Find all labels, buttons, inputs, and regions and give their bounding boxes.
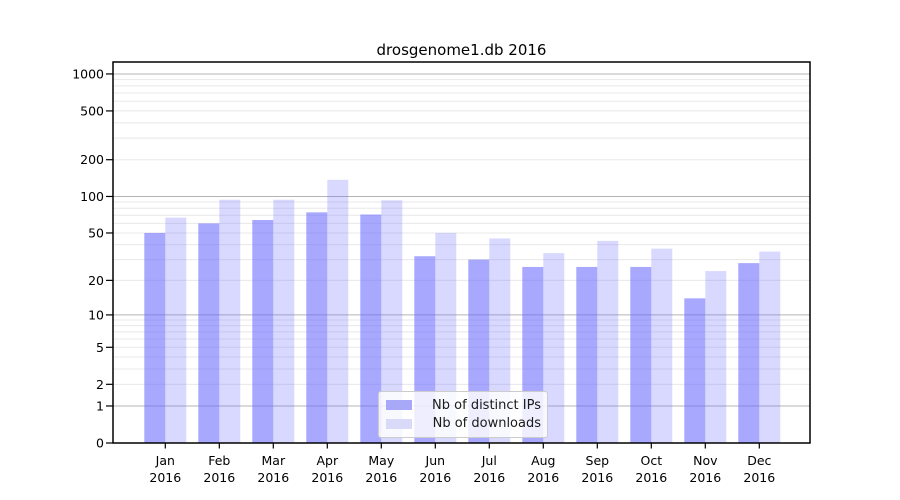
x-axis-month-label: Apr	[316, 453, 338, 468]
bar-distinct-ips-apr	[306, 212, 328, 443]
x-axis-month-label: Jul	[481, 453, 497, 468]
legend: Nb of distinct IPs Nb of downloads	[378, 391, 548, 438]
bar-downloads-nov	[705, 271, 727, 443]
bar-downloads-oct	[651, 248, 673, 443]
bar-distinct-ips-nov	[684, 298, 706, 443]
bar-downloads-jan	[165, 217, 187, 443]
x-axis-month-label: Dec	[747, 453, 771, 468]
bar-distinct-ips-jan	[144, 232, 166, 443]
x-axis-year-label: 2016	[527, 470, 559, 485]
y-axis-tick-label: 5	[96, 340, 104, 355]
x-axis-year-label: 2016	[365, 470, 397, 485]
y-axis-tick-label: 0	[96, 436, 104, 451]
y-axis-tick-label: 50	[88, 225, 104, 240]
bar-distinct-ips-dec	[738, 263, 760, 443]
x-axis-month-label: Jun	[425, 453, 446, 468]
legend-label-downloads: Nb of downloads	[432, 416, 541, 432]
y-axis-tick-label: 500	[80, 103, 104, 118]
y-axis-tick-label: 2	[96, 377, 104, 392]
bar-distinct-ips-sep	[576, 266, 598, 443]
x-axis-year-label: 2016	[203, 470, 235, 485]
x-axis-month-label: Sep	[586, 453, 610, 468]
legend-item-distinct-ips: Nb of distinct IPs	[386, 398, 541, 413]
bar-distinct-ips-may	[360, 214, 382, 443]
bar-downloads-aug	[543, 253, 565, 443]
bar-downloads-dec	[759, 251, 781, 443]
y-axis-tick-label: 200	[80, 152, 104, 167]
y-axis-tick-label: 1000	[72, 66, 104, 81]
legend-swatch-distinct-ips	[386, 400, 412, 411]
x-axis-year-label: 2016	[581, 470, 613, 485]
bar-downloads-jun	[435, 232, 457, 443]
x-axis-month-label: Jan	[155, 453, 175, 468]
bar-downloads-feb	[219, 199, 241, 443]
x-axis-month-label: Mar	[262, 453, 286, 468]
legend-item-downloads: Nb of downloads	[386, 416, 541, 431]
plot-frame	[112, 61, 811, 444]
bar-downloads-apr	[327, 179, 349, 444]
x-axis-year-label: 2016	[635, 470, 667, 485]
bar-downloads-may	[381, 200, 403, 443]
bar-distinct-ips-feb	[198, 223, 220, 443]
bar-distinct-ips-oct	[630, 266, 652, 443]
legend-label-distinct-ips: Nb of distinct IPs	[432, 397, 541, 413]
bar-downloads-sep	[597, 240, 619, 443]
x-axis-year-label: 2016	[257, 470, 289, 485]
chart-title: drosgenome1.db 2016	[376, 41, 547, 59]
x-axis-month-label: May	[368, 453, 394, 468]
x-axis-month-label: Feb	[208, 453, 230, 468]
x-axis-year-label: 2016	[419, 470, 451, 485]
x-axis-year-label: 2016	[311, 470, 343, 485]
x-axis-month-label: Aug	[531, 453, 555, 468]
x-axis-year-label: 2016	[149, 470, 181, 485]
y-axis-tick-label: 20	[88, 273, 104, 288]
y-axis-tick-label: 1	[96, 398, 104, 413]
y-axis-tick-label: 10	[88, 307, 104, 322]
bar-distinct-ips-mar	[252, 220, 274, 443]
x-axis-month-label: Nov	[693, 453, 718, 468]
bar-downloads-mar	[273, 199, 295, 443]
x-axis-month-label: Oct	[640, 453, 662, 468]
x-axis-year-label: 2016	[743, 470, 775, 485]
x-axis-year-label: 2016	[473, 470, 505, 485]
x-axis-year-label: 2016	[689, 470, 721, 485]
y-axis-tick-label: 100	[80, 189, 104, 204]
legend-swatch-downloads	[386, 418, 412, 429]
